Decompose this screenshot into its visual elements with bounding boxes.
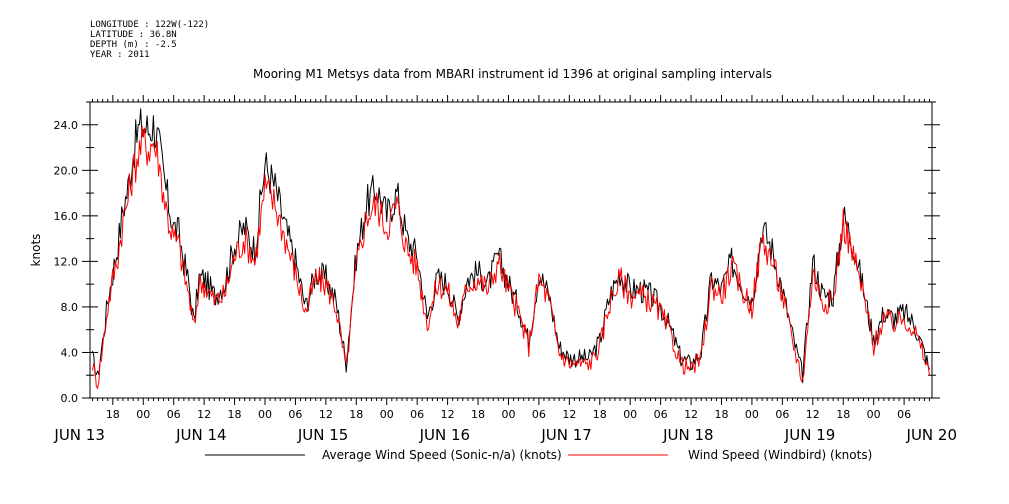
- date-label: JUN 15: [297, 426, 348, 444]
- x-tick-label: 18: [715, 408, 729, 421]
- y-axis-label: knots: [29, 234, 43, 267]
- longitude-text: LONGITUDE : 122W(-122): [90, 20, 210, 30]
- x-tick-label: 18: [106, 408, 120, 421]
- x-tick-label: 00: [136, 408, 150, 421]
- data-series: [92, 108, 930, 389]
- mooring-metadata: LONGITUDE : 122W(-122) LATITUDE : 36.8N …: [90, 20, 209, 60]
- x-tick-label: 18: [471, 408, 485, 421]
- latitude-text: LATITUDE : 36.8N: [90, 30, 177, 40]
- date-label: JUN 17: [540, 426, 591, 444]
- x-tick-label: 00: [501, 408, 515, 421]
- x-tick-label: 12: [441, 408, 455, 421]
- x-tick-label: 06: [288, 408, 302, 421]
- x-tick-label: 00: [258, 408, 272, 421]
- x-tick-label: 00: [623, 408, 637, 421]
- y-tick-label: 24.0: [54, 119, 79, 132]
- year-text: YEAR : 2011: [90, 50, 150, 60]
- x-tick-label: 06: [410, 408, 424, 421]
- x-tick-label: 18: [349, 408, 363, 421]
- x-tick-label: 18: [593, 408, 607, 421]
- x-tick-label: 12: [562, 408, 576, 421]
- x-tick-label: 12: [319, 408, 333, 421]
- date-label: JUN 13: [53, 426, 104, 444]
- y-tick-label: 4.0: [61, 346, 79, 359]
- x-tick-label: 00: [380, 408, 394, 421]
- x-tick-label: 06: [532, 408, 546, 421]
- date-label: JUN 18: [662, 426, 713, 444]
- date-label: JUN 14: [175, 426, 226, 444]
- x-tick-label: 18: [228, 408, 242, 421]
- x-tick-label: 12: [197, 408, 211, 421]
- tick-marks: [82, 95, 940, 405]
- legend: Average Wind Speed (Sonic-n/a) (knots) Wi…: [205, 448, 872, 462]
- legend-label-average: Average Wind Speed (Sonic-n/a) (knots): [322, 448, 562, 462]
- depth-text: DEPTH (m) : -2.5: [90, 40, 177, 50]
- y-tick-label: 20.0: [54, 164, 79, 177]
- y-tick-label: 8.0: [61, 301, 79, 314]
- chart-title: Mooring M1 Metsys data from MBARI instru…: [253, 67, 772, 81]
- date-label: JUN 16: [419, 426, 470, 444]
- x-tick-label: 06: [775, 408, 789, 421]
- date-label: JUN 19: [784, 426, 835, 444]
- plot-frame: [89, 101, 933, 399]
- x-tick-label: 12: [806, 408, 820, 421]
- y-tick-label: 0.0: [61, 392, 79, 405]
- x-tick-label: 12: [684, 408, 698, 421]
- x-tick-label: 18: [836, 408, 850, 421]
- date-label: JUN 20: [906, 426, 957, 444]
- x-tick-label: 00: [745, 408, 759, 421]
- x-tick-label: 06: [167, 408, 181, 421]
- average-wind-speed-line: [92, 108, 930, 384]
- y-tick-label: 12.0: [54, 255, 79, 268]
- axis-labels: 18 00 06 12 18 00 06 12 18 00 06 12 18 00 06 12 18 00 06 12…: [53, 119, 957, 444]
- y-tick-label: 16.0: [54, 210, 79, 223]
- x-tick-label: 00: [867, 408, 881, 421]
- windbird-wind-speed-line: [92, 125, 930, 389]
- x-tick-label: 06: [897, 408, 911, 421]
- legend-label-windbird: Wind Speed (Windbird) (knots): [688, 448, 872, 462]
- x-tick-label: 06: [654, 408, 668, 421]
